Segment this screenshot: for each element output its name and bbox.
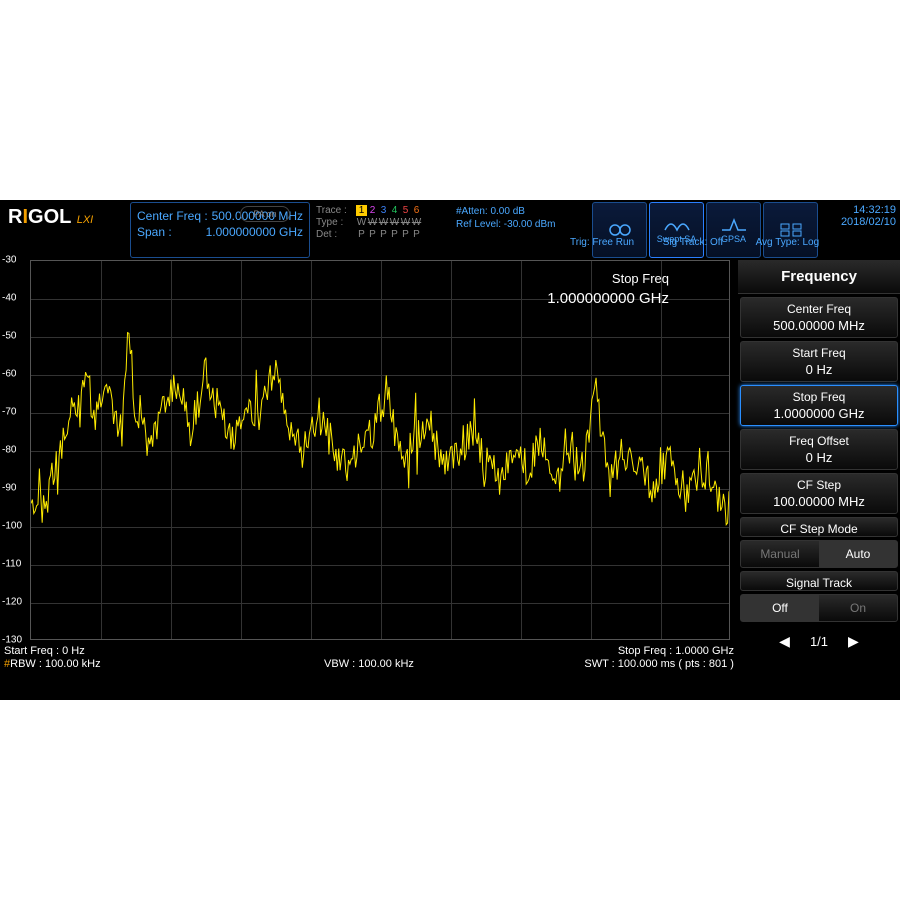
page-next-icon[interactable]: ▶ xyxy=(848,633,859,650)
page-prev-icon[interactable]: ◀ xyxy=(779,633,790,650)
logo-area: RIGOL LXI xyxy=(0,200,130,260)
config-icon[interactable] xyxy=(592,202,647,258)
grid-mode-icon[interactable] xyxy=(763,202,818,258)
annotation-value: 1.000000000 GHz xyxy=(547,290,669,307)
date-value: 2018/02/10 xyxy=(824,216,896,228)
menu-start-freq[interactable]: Start Freq0 Hz xyxy=(740,341,898,382)
toggle-option-auto[interactable]: Auto xyxy=(819,541,897,567)
brand-logo: RIGOL xyxy=(8,206,71,228)
spectrum-graph[interactable]: Stop Freq 1.000000000 GHz xyxy=(30,260,730,640)
trace-4-indicator: 4 xyxy=(389,205,400,216)
sig-track: Sig Track: Off xyxy=(663,237,753,248)
lxi-badge: LXI xyxy=(77,214,94,226)
swept-sa-mode[interactable]: Swept SA xyxy=(649,202,704,258)
trace-1-indicator: 1 xyxy=(356,205,367,216)
toggle-option-manual[interactable]: Manual xyxy=(741,541,819,567)
trace-settings: Trace :123456 Type :WWWWWW Det :PPPPPP xyxy=(310,200,450,260)
sidebar-title: Frequency xyxy=(738,260,900,294)
trace-2-indicator: 2 xyxy=(367,205,378,216)
trig-mode: Trig: Free Run xyxy=(570,237,660,248)
menu-stop-freq[interactable]: Stop Freq1.0000000 GHz xyxy=(740,385,898,426)
swt-readout: SWT : 100.000 ms ( pts : 801 ) xyxy=(491,658,734,670)
y-axis-label: -90 xyxy=(2,483,16,494)
avg-type: Avg Type: Log xyxy=(756,237,846,248)
y-axis-label: -100 xyxy=(2,521,22,532)
menu-freq-offset[interactable]: Freq Offset0 Hz xyxy=(740,429,898,470)
center-freq-label: Center Freq : xyxy=(137,209,208,223)
time-value: 14:32:19 xyxy=(824,204,896,216)
toggle-option-on[interactable]: On xyxy=(819,595,897,621)
y-axis-label: -30 xyxy=(2,255,16,266)
bottom-info-bar: Start Freq : 0 Hz Stop Freq : 1.0000 GHz… xyxy=(4,644,734,680)
trigger-info: Trig: Free Run Sig Track: Off Avg Type: … xyxy=(570,236,846,249)
trace-3-indicator: 3 xyxy=(378,205,389,216)
softkey-sidebar: Frequency Center Freq500.00000 MHzStart … xyxy=(738,260,900,680)
spectrum-trace xyxy=(31,261,729,639)
measurement-settings: #Atten: 0.00 dB Ref Level: -30.00 dBm xyxy=(450,200,590,260)
y-axis-label: -110 xyxy=(2,559,21,570)
y-axis-label: -60 xyxy=(2,369,16,380)
page-indicator: 1/1 xyxy=(810,634,828,649)
gpsa-mode[interactable]: GPSA xyxy=(706,202,761,258)
graph-area: -30-40-50-60-70-80-90-100-110-120-130 St… xyxy=(0,260,738,680)
atten-value: #Atten: 0.00 dB xyxy=(456,206,584,217)
menu-center-freq[interactable]: Center Freq500.00000 MHz xyxy=(740,297,898,338)
y-axis-label: -50 xyxy=(2,331,16,342)
datetime-display: 14:32:19 2018/02/10 xyxy=(820,200,900,260)
menu-cf-step[interactable]: CF Step100.00000 MHz xyxy=(740,473,898,514)
menu-signal-track[interactable]: OffOn xyxy=(740,594,898,622)
start-freq-readout: Start Freq : 0 Hz xyxy=(4,645,247,657)
trace-5-indicator: 5 xyxy=(400,205,411,216)
menu-cf-step-mode[interactable]: ManualAuto xyxy=(740,540,898,568)
toggle-option-off[interactable]: Off xyxy=(741,595,819,621)
span-value: 1.000000000 GHz xyxy=(206,225,303,239)
trace-6-indicator: 6 xyxy=(411,205,422,216)
y-axis-label: -70 xyxy=(2,407,16,418)
y-axis-label: -120 xyxy=(2,597,22,608)
spectrum-analyzer-screen: RIGOL LXI Center Freq :500.000000 MHz Sp… xyxy=(0,200,900,700)
span-label: Span : xyxy=(137,225,172,239)
reflevel-value: Ref Level: -30.00 dBm xyxy=(456,219,584,230)
pa-on-badge: PA on xyxy=(240,206,290,222)
graph-annotation: Stop Freq 1.000000000 GHz xyxy=(547,271,669,307)
y-axis-label: -80 xyxy=(2,445,16,456)
main-area: -30-40-50-60-70-80-90-100-110-120-130 St… xyxy=(0,260,900,680)
page-nav: ◀ 1/1 ▶ xyxy=(738,625,900,658)
header-bar: RIGOL LXI Center Freq :500.000000 MHz Sp… xyxy=(0,200,900,260)
rbw-readout: #RBW : 100.00 kHz xyxy=(4,658,247,670)
y-axis-label: -40 xyxy=(2,293,16,304)
annotation-title: Stop Freq xyxy=(547,271,669,286)
mode-icons-bar: Swept SA GPSA xyxy=(590,200,820,260)
stop-freq-readout: Stop Freq : 1.0000 GHz xyxy=(491,645,734,657)
vbw-readout: VBW : 100.00 kHz xyxy=(247,658,490,670)
